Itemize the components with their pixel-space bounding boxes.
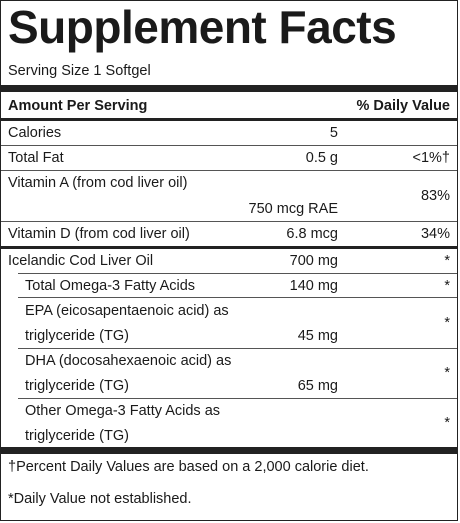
row-other-omega3-dv: *: [444, 415, 450, 431]
row-divider: [18, 398, 457, 399]
row-total-omega3-amount: 140 mg: [289, 278, 338, 294]
row-total-fat-amount: 0.5 g: [305, 150, 338, 166]
panel-title: Supplement Facts: [8, 1, 397, 53]
row-cod-liver-oil-amount: 700 mg: [289, 253, 338, 269]
row-epa-dv: *: [444, 315, 450, 331]
header-divider: [1, 118, 457, 121]
row-divider: [1, 221, 457, 222]
serving-size: Serving Size 1 Softgel: [8, 63, 151, 79]
row-epa-name-line2: triglyceride (TG): [25, 328, 129, 344]
footnote-dagger: †Percent Daily Values are based on a 2,0…: [8, 459, 369, 475]
row-vitamin-a-dv: 83%: [420, 188, 450, 204]
row-total-fat-dv: <1%†: [412, 150, 451, 166]
row-cod-liver-oil-name: Icelandic Cod Liver Oil: [8, 253, 154, 269]
row-epa-name-line1: EPA (eicosapentaenoic acid) as: [25, 303, 229, 319]
row-vitamin-d-name: Vitamin D (from cod liver oil): [8, 226, 190, 242]
row-cod-liver-oil-dv: *: [444, 253, 450, 269]
row-divider: [1, 170, 457, 171]
daily-value-heading: % Daily Value: [356, 98, 451, 114]
row-other-omega3-name-line2: triglyceride (TG): [25, 428, 129, 444]
thick-divider: [1, 447, 457, 454]
row-divider: [18, 348, 457, 349]
amount-per-serving-heading: Amount Per Serving: [8, 98, 148, 114]
row-total-omega3-name: Total Omega-3 Fatty Acids: [25, 278, 196, 294]
row-other-omega3-name-line1: Other Omega-3 Fatty Acids as: [25, 403, 221, 419]
row-divider: [1, 145, 457, 146]
row-dha-name-line1: DHA (docosahexaenoic acid) as: [25, 353, 232, 369]
row-dha-name-line2: triglyceride (TG): [25, 378, 129, 394]
row-vitamin-d-amount: 6.8 mcg: [286, 226, 338, 242]
row-calories-amount: 5: [329, 125, 338, 141]
row-total-omega3-dv: *: [444, 278, 450, 294]
row-epa-amount: 45 mg: [297, 328, 338, 344]
row-vitamin-a-name: Vitamin A (from cod liver oil): [8, 175, 188, 191]
row-calories-name: Calories: [8, 125, 62, 141]
section-divider: [1, 246, 457, 249]
row-dha-amount: 65 mg: [297, 378, 338, 394]
thick-divider: [1, 85, 457, 92]
row-divider: [18, 273, 457, 274]
row-divider: [18, 297, 457, 298]
footnote-asterisk: *Daily Value not established.: [8, 491, 192, 507]
row-total-fat-name: Total Fat: [8, 150, 64, 166]
row-vitamin-d-dv: 34%: [420, 226, 450, 242]
row-vitamin-a-amount: 750 mcg RAE: [248, 201, 338, 217]
row-dha-dv: *: [444, 365, 450, 381]
